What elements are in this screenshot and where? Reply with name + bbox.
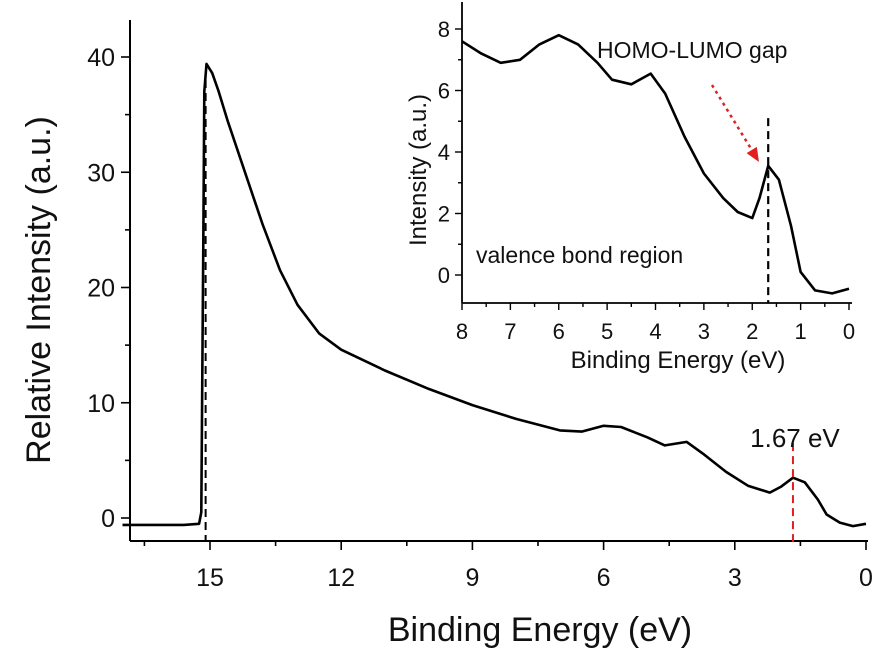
inset-plot: 8 7 6 5 4 3 2 1 0 0 2 4 6 8 HOMO-LUMO gap valence bon… bbox=[405, 2, 855, 374]
inset-ticks bbox=[455, 28, 850, 310]
inset-y-axis-title: Intensity (a.u.) bbox=[405, 94, 432, 246]
inset-x-tick-label: 4 bbox=[649, 319, 661, 344]
main-x-tick-label: 15 bbox=[196, 564, 224, 592]
inset-x-tick-label: 6 bbox=[553, 319, 565, 344]
main-y-tick-label: 40 bbox=[87, 44, 115, 72]
main-y-tick-label: 10 bbox=[87, 390, 115, 418]
main-gap-label: 1.67 eV bbox=[750, 423, 840, 453]
inset-x-tick-label: 2 bbox=[746, 319, 758, 344]
inset-x-tick-label: 5 bbox=[601, 319, 613, 344]
main-y-tick-label: 30 bbox=[87, 159, 115, 187]
inset-curve bbox=[461, 33, 850, 295]
main-x-tick-label: 3 bbox=[728, 564, 742, 592]
main-y-tick-label: 20 bbox=[87, 275, 115, 303]
main-x-tick-label: 9 bbox=[465, 564, 479, 592]
inset-y-tick-label: 8 bbox=[438, 17, 450, 42]
gap-arrow bbox=[710, 84, 755, 153]
main-ticks bbox=[121, 56, 867, 550]
inset-x-tick-label: 0 bbox=[843, 319, 855, 344]
inset-gap-label: HOMO-LUMO gap bbox=[597, 37, 787, 63]
main-axes bbox=[129, 20, 868, 542]
inset-y-tick-label: 4 bbox=[438, 140, 450, 165]
main-x-tick-label: 0 bbox=[859, 564, 873, 592]
main-y-tick-label: 0 bbox=[101, 505, 115, 533]
inset-y-tick-label: 2 bbox=[438, 202, 450, 227]
main-x-tick-label: 6 bbox=[597, 564, 611, 592]
inset-region-label: valence bond region bbox=[476, 242, 683, 268]
inset-background bbox=[462, 2, 852, 303]
main-curve bbox=[122, 62, 867, 528]
main-x-axis-title: Binding Energy (eV) bbox=[388, 611, 692, 649]
inset-y-tick-label: 0 bbox=[438, 263, 450, 288]
main-y-axis-title: Relative Intensity (a.u.) bbox=[20, 116, 58, 464]
inset-y-tick-label: 6 bbox=[438, 79, 450, 104]
inset-x-tick-label: 8 bbox=[456, 319, 468, 344]
inset-tick-labels: 8 7 6 5 4 3 2 1 0 0 2 4 6 8 bbox=[438, 17, 855, 344]
gap-arrowhead bbox=[746, 146, 759, 162]
inset-x-tick-label: 1 bbox=[795, 319, 807, 344]
main-x-tick-label: 12 bbox=[327, 564, 355, 592]
inset-x-tick-label: 3 bbox=[698, 319, 710, 344]
inset-x-axis-title: Binding Energy (eV) bbox=[571, 347, 786, 374]
inset-x-tick-label: 7 bbox=[504, 319, 516, 344]
